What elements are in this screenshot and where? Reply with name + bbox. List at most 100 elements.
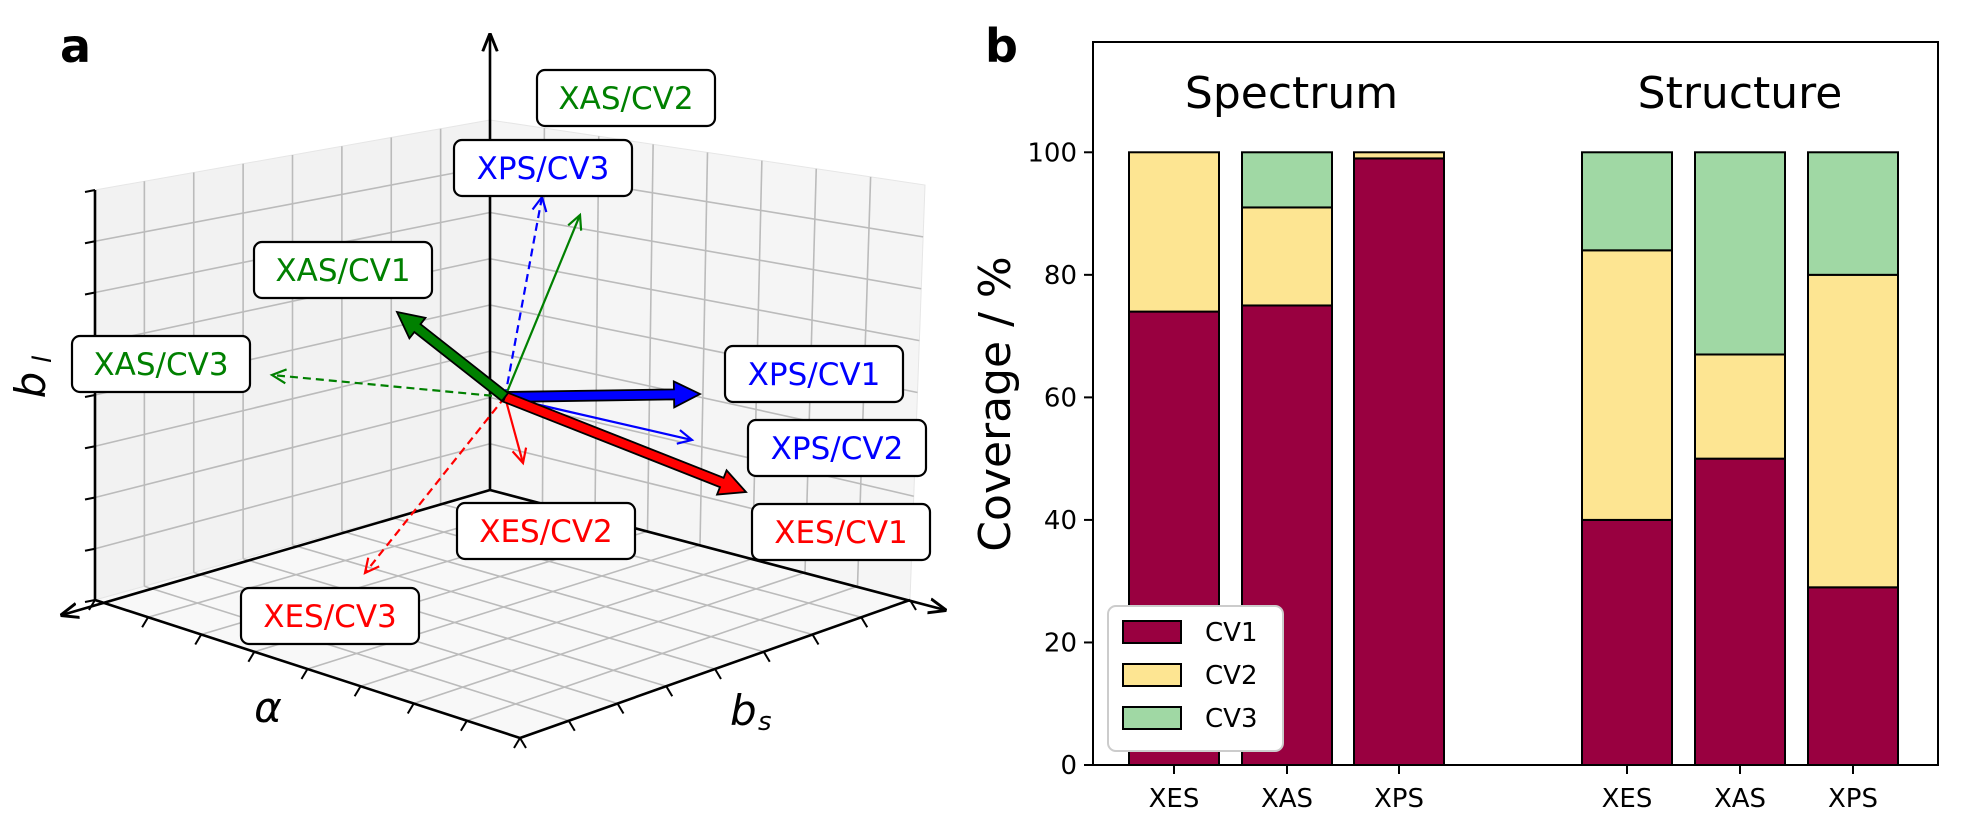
x-tick-label-xas: XAS [1261, 784, 1313, 814]
group-title-spectrum: Spectrum [1185, 68, 1398, 119]
axis-tick [300, 668, 309, 680]
axis-tick [84, 599, 96, 603]
axis-tick [353, 685, 362, 697]
label-xps-cv2-text: XPS/CV2 [771, 431, 904, 467]
axis-tick [406, 702, 415, 715]
label-xes-cv2-box [455, 501, 637, 561]
axis-tick [84, 394, 96, 398]
y-tick-label: 60 [1044, 383, 1077, 413]
panel-label-b: b [985, 19, 1018, 73]
axis-tick [88, 599, 96, 611]
panel-a-3d-plot: a α b s b l XPS/CV2 XPS/CV3 XES/CV2 XES/CV3… [6, 19, 945, 749]
z-axis-label-main: b [6, 372, 55, 399]
label-xps-cv1-text: XPS/CV1 [748, 357, 881, 393]
y-axis-label: b s [730, 686, 772, 737]
axis-tick [194, 633, 203, 646]
bar-xps-cv1 [1353, 157, 1445, 766]
bar-xps-cv2 [1807, 273, 1899, 589]
label-xps-cv1: XPS/CV1 [723, 344, 905, 404]
bar-xps-cv3 [1807, 151, 1899, 276]
bar-xes-cv2 [1128, 151, 1220, 313]
label-xes-cv3: XES/CV3 [239, 586, 421, 646]
z-axis-label: b l [6, 355, 58, 398]
axis-tick [811, 633, 820, 646]
bar-xps-cv2 [1353, 151, 1445, 160]
vector-xes-cv3 [365, 396, 506, 573]
label-xes-cv1-box [750, 502, 932, 562]
axis-tick [84, 291, 96, 296]
y-tick-label: 80 [1044, 261, 1077, 291]
legend-swatch-cv2 [1122, 663, 1182, 687]
label-xps-cv3: XPS/CV3 [452, 138, 634, 198]
legend-swatch-cv3 [1122, 706, 1182, 730]
x-tick-label-xes: XES [1602, 784, 1653, 814]
x-axis-label: α [254, 683, 282, 732]
axis-tick [567, 720, 576, 732]
label-xes-cv2-text: XES/CV2 [479, 514, 613, 550]
label-xas-cv1-box [252, 240, 434, 300]
grid-line [489, 211, 922, 290]
y-axis-label-sub: s [758, 707, 772, 737]
axis-tick [909, 599, 917, 611]
vector-xas-cv2 [503, 216, 581, 398]
vector-arrows [269, 194, 748, 575]
bar-xas-cv1 [1694, 457, 1786, 766]
label-xes-cv3-box [239, 586, 421, 646]
panel-label-a: a [60, 19, 91, 73]
y-tick-label: 100 [1027, 138, 1077, 168]
y-axis-label-main: b [730, 686, 757, 735]
grid-line [489, 257, 920, 342]
vector-xas-cv1 [395, 310, 510, 403]
label-xas-cv3: XAS/CV3 [70, 334, 252, 394]
axis-tick [84, 189, 96, 193]
y-tick-label: 40 [1044, 506, 1077, 536]
axis-tick [247, 651, 256, 663]
z-axis-label-sub: l [28, 355, 58, 363]
y-tick-label: 20 [1044, 628, 1077, 658]
label-xes-cv1-text: XES/CV1 [774, 515, 908, 551]
axis-ticks [84, 189, 917, 749]
axis-tick [141, 616, 149, 628]
bar-xes-cv1 [1581, 518, 1673, 767]
x-tick-label-xas: XAS [1714, 784, 1766, 814]
label-xes-cv2: XES/CV2 [455, 501, 637, 561]
legend: CV1 CV2 CV3 [1107, 605, 1284, 752]
bar-xas-cv2 [1694, 353, 1786, 460]
label-xas-cv3-box [70, 334, 252, 394]
axis-tick [84, 240, 96, 245]
label-xas-cv1-text: XAS/CV1 [275, 253, 410, 289]
vector-xes-cv1 [501, 391, 748, 496]
x-tick-label-xes: XES [1149, 784, 1200, 814]
legend-label-cv2: CV2 [1205, 661, 1257, 691]
legend-label-cv1: CV1 [1205, 618, 1257, 648]
axis-tick [519, 737, 527, 749]
label-xps-cv2-box [746, 418, 928, 478]
bar-xas-cv3 [1241, 151, 1333, 209]
grid-line [360, 557, 753, 688]
axis-tick [460, 720, 468, 732]
vector-xes-cv3-head [363, 557, 380, 575]
axis-tick [84, 496, 96, 501]
grid-line [413, 571, 806, 705]
label-xas-cv2: XAS/CV2 [535, 68, 717, 128]
grid-line [307, 544, 701, 670]
x-tick-labels: XES XAS XPS XES XAS XPS [1149, 765, 1878, 814]
panel-b-bar-chart: b 0 20 40 60 80 100 XES XAS XPS XES XAS XPS Spectr… [970, 19, 1939, 814]
label-xps-cv1-box [723, 344, 905, 404]
vector-xps-cv2-head [676, 429, 695, 445]
label-xas-cv3-text: XAS/CV3 [93, 347, 228, 383]
vector-xas-cv2-head [567, 212, 583, 231]
label-xps-cv2: XPS/CV2 [746, 418, 928, 478]
legend-label-cv3: CV3 [1205, 704, 1257, 734]
x-axis [62, 488, 491, 615]
grid-line [144, 585, 569, 722]
axis-tick [762, 651, 771, 663]
label-xas-cv1: XAS/CV1 [252, 240, 434, 300]
vector-labels: XPS/CV2 XPS/CV3 XES/CV2 XES/CV3 XAS/CV2 XAS/C… [70, 68, 932, 646]
label-xes-cv3-text: XES/CV3 [263, 599, 397, 635]
vector-xes-cv2-head [511, 447, 528, 466]
y-axis-label: Coverage / % [970, 256, 1021, 551]
label-xes-cv1: XES/CV1 [750, 502, 932, 562]
plot-frame [1092, 41, 1939, 766]
bar-xps-cv1 [1807, 586, 1899, 766]
